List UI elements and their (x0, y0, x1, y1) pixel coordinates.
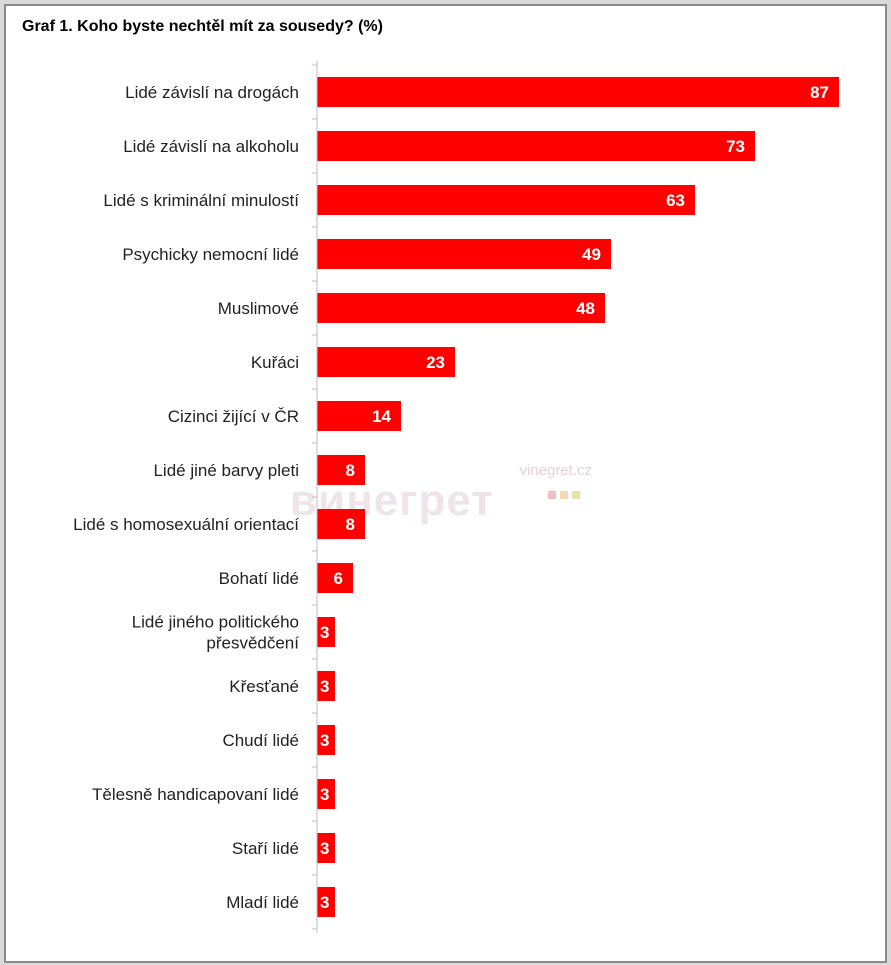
bar (317, 779, 335, 809)
category-label: Lidé s homosexuální orientací (73, 515, 299, 534)
bar (317, 887, 335, 917)
category-label: Lidé závislí na alkoholu (123, 137, 299, 156)
category-label: Tělesně handicapovaní lidé (92, 785, 299, 804)
category-label: Křesťané (229, 677, 299, 696)
bar (317, 77, 839, 107)
data-label: 3 (320, 839, 329, 858)
data-label: 3 (320, 785, 329, 804)
category-label: Kuřáci (251, 353, 299, 372)
category-label: Lidé jiné barvy pleti (153, 461, 299, 480)
data-label: 8 (346, 515, 355, 534)
category-label: Psychicky nemocní lidé (122, 245, 299, 264)
data-label: 14 (372, 407, 391, 426)
data-label: 8 (346, 461, 355, 480)
category-label: Cizinci žijící v ČR (168, 407, 299, 426)
data-label: 48 (576, 299, 595, 318)
bar (317, 401, 401, 431)
bar (317, 347, 455, 377)
bar (317, 725, 335, 755)
category-label: Lidé závislí na drogách (125, 83, 299, 102)
data-label: 87 (810, 83, 829, 102)
category-label: Lidé s kriminální minulostí (103, 191, 299, 210)
category-label: Muslimové (218, 299, 299, 318)
bar (317, 185, 695, 215)
bar (317, 239, 611, 269)
bar (317, 617, 335, 647)
data-label: 49 (582, 245, 601, 264)
data-label: 3 (320, 893, 329, 912)
data-label: 3 (320, 677, 329, 696)
watermark-url: vinegret.cz (519, 462, 592, 479)
category-label: Mladí lidé (226, 893, 299, 912)
watermark-dots (548, 486, 584, 504)
bar (317, 563, 353, 593)
data-label: 73 (726, 137, 745, 156)
data-label: 3 (320, 623, 329, 642)
watermark-dot (560, 491, 568, 499)
category-label: Bohatí lidé (219, 569, 299, 588)
category-label: Chudí lidé (222, 731, 299, 750)
watermark-dot (572, 491, 580, 499)
category-label: Staří lidé (232, 839, 299, 858)
bar (317, 833, 335, 863)
bar (317, 671, 335, 701)
chart-title: Graf 1. Koho byste nechtěl mít za soused… (22, 18, 383, 35)
category-label: Lidé jiného politického přesvědčení (132, 613, 300, 653)
data-label: 23 (426, 353, 445, 372)
data-label: 3 (320, 731, 329, 750)
data-label: 63 (666, 191, 685, 210)
bar (317, 131, 755, 161)
chart-frame: Graf 1. Koho byste nechtěl mít za soused… (4, 4, 887, 963)
bar (317, 509, 365, 539)
bar (317, 455, 365, 485)
bar (317, 293, 605, 323)
watermark-dot (548, 491, 556, 499)
data-label: 6 (334, 569, 343, 588)
